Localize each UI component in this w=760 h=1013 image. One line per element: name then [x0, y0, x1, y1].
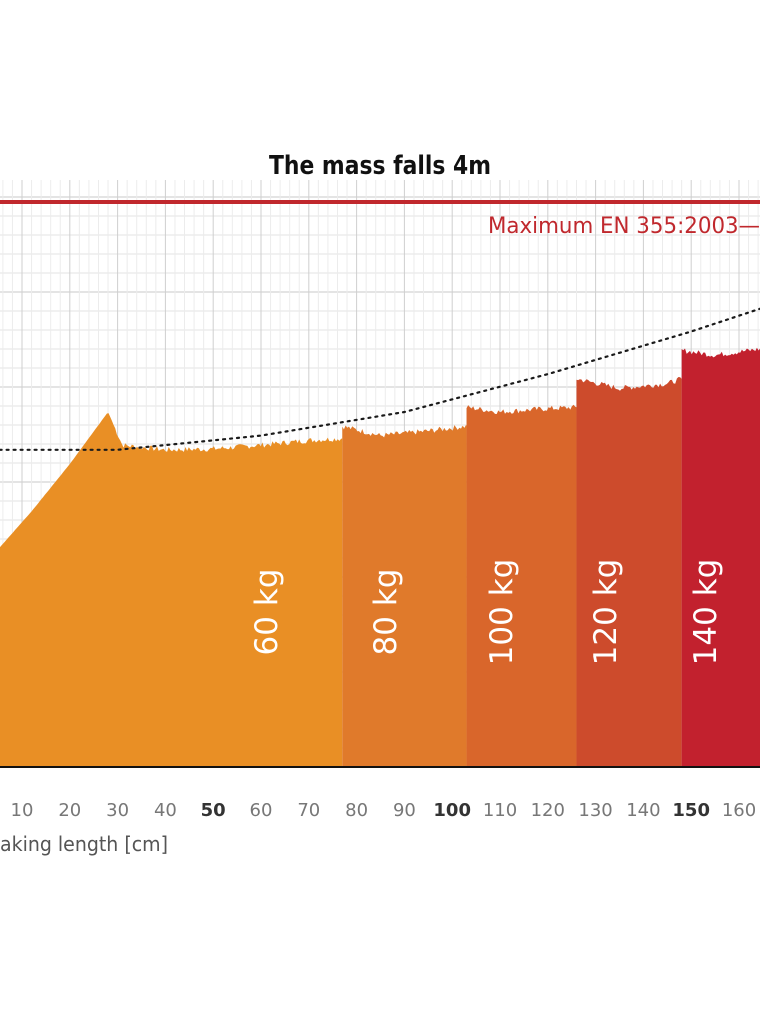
x-tick-label: 40 — [154, 800, 177, 821]
area-140-kg — [681, 347, 760, 767]
series-labels: 60 kg 80 kg 100 kg 120 kg 140 kg — [249, 559, 724, 666]
x-tick-label: 30 — [106, 800, 129, 821]
x-tick-label: 140 — [626, 800, 660, 821]
x-tick-label: 50 — [201, 800, 226, 821]
x-tick-label: 90 — [393, 800, 416, 821]
x-tick-label: 60 — [250, 800, 273, 821]
series-label-60-kg: 60 kg — [249, 569, 285, 656]
x-tick-label: 130 — [578, 800, 612, 821]
x-tick-label: 150 — [672, 800, 710, 821]
x-axis-label: aking length [cm] — [0, 832, 168, 856]
series-label-140-kg: 140 kg — [688, 559, 724, 666]
area-120-kg — [576, 377, 682, 767]
series-label-80-kg: 80 kg — [368, 569, 404, 656]
x-tick-label: 70 — [297, 800, 320, 821]
area-series — [0, 347, 760, 767]
x-tick-labels: 10 20 30 40 50 60 70 80 90 100 110 120 130 140 150 160 — [11, 800, 757, 821]
area-100-kg — [466, 404, 577, 767]
x-tick-label: 20 — [58, 800, 81, 821]
chart-title: The mass falls 4m — [269, 151, 491, 181]
x-tick-label: 160 — [722, 800, 756, 821]
x-tick-label: 80 — [345, 800, 368, 821]
trend-line-path — [0, 307, 760, 451]
series-label-120-kg: 120 kg — [588, 559, 624, 666]
area-60-kg — [0, 413, 343, 767]
x-tick-label: 120 — [531, 800, 565, 821]
x-tick-label: 100 — [433, 800, 471, 821]
x-tick-label: 10 — [11, 800, 34, 821]
max-line-label: Maximum EN 355:2003— — [488, 214, 760, 239]
x-tick-label: 110 — [483, 800, 517, 821]
area-80-kg — [342, 424, 467, 767]
series-label-100-kg: 100 kg — [484, 559, 520, 666]
trend-line — [0, 307, 760, 451]
